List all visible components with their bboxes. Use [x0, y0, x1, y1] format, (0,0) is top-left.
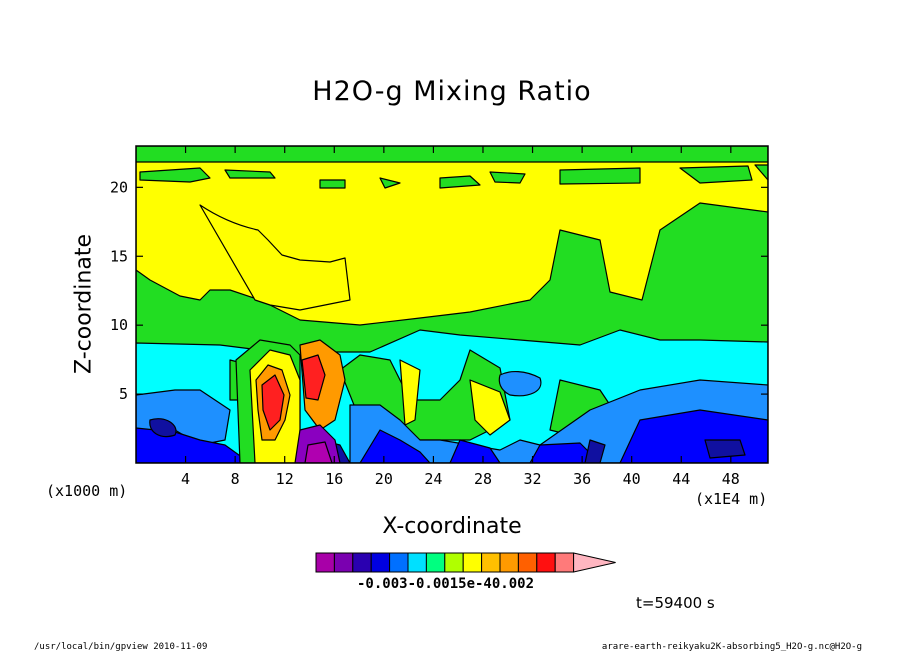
x-tick-label: 28 — [474, 470, 492, 488]
x-tick-label: 4 — [181, 470, 190, 488]
x-tick-label: 48 — [722, 470, 740, 488]
x-tick-label: 44 — [672, 470, 690, 488]
colorbar — [315, 552, 616, 573]
colorbar-arrow — [573, 552, 616, 573]
colorbar-swatch — [536, 552, 556, 573]
red-core-left — [261, 374, 285, 431]
green-top-streaks — [139, 164, 768, 189]
cyan-bubble — [498, 371, 542, 397]
colorbar-swatch — [481, 552, 501, 573]
yellow-bulge — [199, 204, 351, 311]
contour-field — [136, 146, 768, 463]
time-label: t=59400 s — [636, 594, 715, 612]
x-tick-label: 40 — [623, 470, 641, 488]
colorbar-swatch — [425, 552, 446, 573]
y-tick-label: 15 — [110, 247, 128, 265]
magenta-core — [304, 441, 333, 463]
colorbar-swatch — [554, 552, 575, 573]
x-tick-label: 16 — [325, 470, 343, 488]
y-axis-label: Z-coordinate — [71, 234, 97, 374]
x-tick-label: 20 — [375, 470, 393, 488]
plot-frame — [135, 145, 769, 464]
x-tick-label: 32 — [524, 470, 542, 488]
colorbar-swatch — [389, 552, 409, 573]
colorbar-swatch — [462, 552, 483, 573]
yellow-low-patch — [399, 359, 511, 436]
colorbar-tick-labels: -0.003-0.0015e-40.002 — [357, 576, 535, 592]
footer-file: arare-earth-reikyaku2K-absorbing5_H2O-g.… — [601, 642, 862, 652]
x-unit-left: (x1000 m) — [46, 482, 128, 500]
colorbar-swatch — [315, 552, 335, 573]
deep-blue-layer — [136, 409, 768, 463]
colorbar-swatch — [333, 552, 354, 573]
x-tick-label: 8 — [231, 470, 240, 488]
x-axis-label: X-coordinate — [382, 514, 522, 539]
red-core-right — [301, 354, 326, 401]
colorbar-swatch — [407, 552, 427, 573]
colorbar-swatch — [352, 552, 372, 573]
x-tick-label: 12 — [276, 470, 294, 488]
colorbar-swatch — [444, 552, 464, 573]
y-tick-label: 20 — [110, 178, 128, 196]
chart-title: H2O-g Mixing Ratio — [312, 76, 592, 107]
dark-blue-cores — [149, 418, 746, 463]
colorbar-swatch — [499, 552, 519, 573]
y-tick-label: 10 — [110, 316, 128, 334]
x-tick-label: 36 — [573, 470, 591, 488]
x-unit-right: (x1E4 m) — [695, 490, 768, 508]
colorbar-swatch — [517, 552, 538, 573]
colorbar-swatch — [370, 552, 391, 573]
y-tick-label: 5 — [119, 385, 128, 403]
footer-path: /usr/local/bin/gpview 2010-11-09 — [34, 642, 208, 652]
x-tick-label: 24 — [424, 470, 442, 488]
